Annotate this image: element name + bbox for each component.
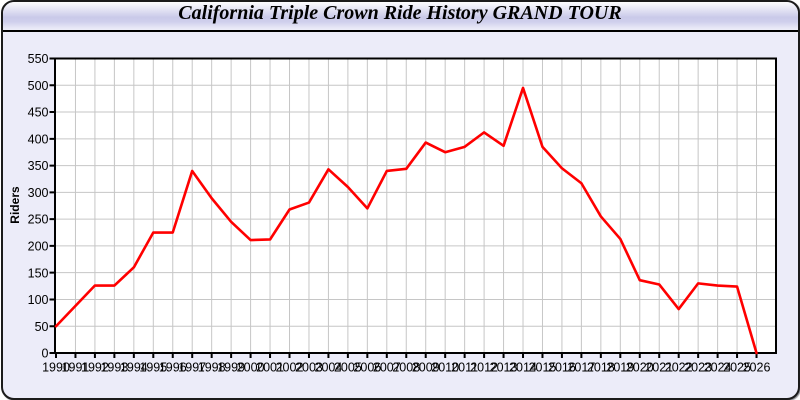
svg-text:250: 250 [28,213,49,227]
svg-text:2009: 2009 [412,360,440,374]
svg-text:1995: 1995 [139,360,167,374]
svg-text:1998: 1998 [198,360,226,374]
svg-text:0: 0 [42,347,49,361]
svg-text:2021: 2021 [645,360,673,374]
svg-text:2018: 2018 [587,360,615,374]
svg-text:2012: 2012 [470,360,498,374]
svg-text:550: 550 [28,52,49,66]
svg-text:Riders: Riders [8,186,22,224]
svg-text:1990: 1990 [42,360,70,374]
svg-text:2019: 2019 [606,360,634,374]
svg-text:50: 50 [35,320,49,334]
svg-text:2016: 2016 [548,360,576,374]
svg-text:1996: 1996 [159,360,187,374]
svg-text:2005: 2005 [334,360,362,374]
svg-text:2017: 2017 [567,360,595,374]
svg-text:1994: 1994 [120,360,148,374]
svg-text:2007: 2007 [373,360,401,374]
svg-text:2003: 2003 [295,360,323,374]
svg-text:1993: 1993 [100,360,128,374]
svg-text:2011: 2011 [451,360,478,374]
svg-text:2026: 2026 [743,360,771,374]
svg-text:1999: 1999 [217,360,245,374]
svg-text:2008: 2008 [392,360,420,374]
svg-text:2006: 2006 [353,360,381,374]
svg-text:200: 200 [28,240,49,254]
svg-text:2013: 2013 [490,360,518,374]
svg-text:2010: 2010 [431,360,459,374]
svg-text:1992: 1992 [81,360,109,374]
svg-text:2023: 2023 [684,360,712,374]
svg-text:1991: 1991 [62,360,90,374]
svg-text:2022: 2022 [665,360,693,374]
svg-text:500: 500 [28,79,49,93]
svg-text:100: 100 [28,293,49,307]
svg-text:2000: 2000 [237,360,265,374]
svg-text:300: 300 [28,186,49,200]
svg-text:2024: 2024 [704,360,732,374]
svg-text:2004: 2004 [315,360,343,374]
svg-text:2002: 2002 [276,360,304,374]
svg-text:150: 150 [28,266,49,280]
svg-text:2020: 2020 [626,360,654,374]
svg-text:350: 350 [28,159,49,173]
svg-text:400: 400 [28,132,49,146]
svg-text:2001: 2001 [256,360,284,374]
svg-text:2015: 2015 [529,360,557,374]
svg-text:450: 450 [28,106,49,120]
svg-text:2014: 2014 [509,360,537,374]
svg-text:1997: 1997 [178,360,206,374]
svg-text:2025: 2025 [723,360,751,374]
